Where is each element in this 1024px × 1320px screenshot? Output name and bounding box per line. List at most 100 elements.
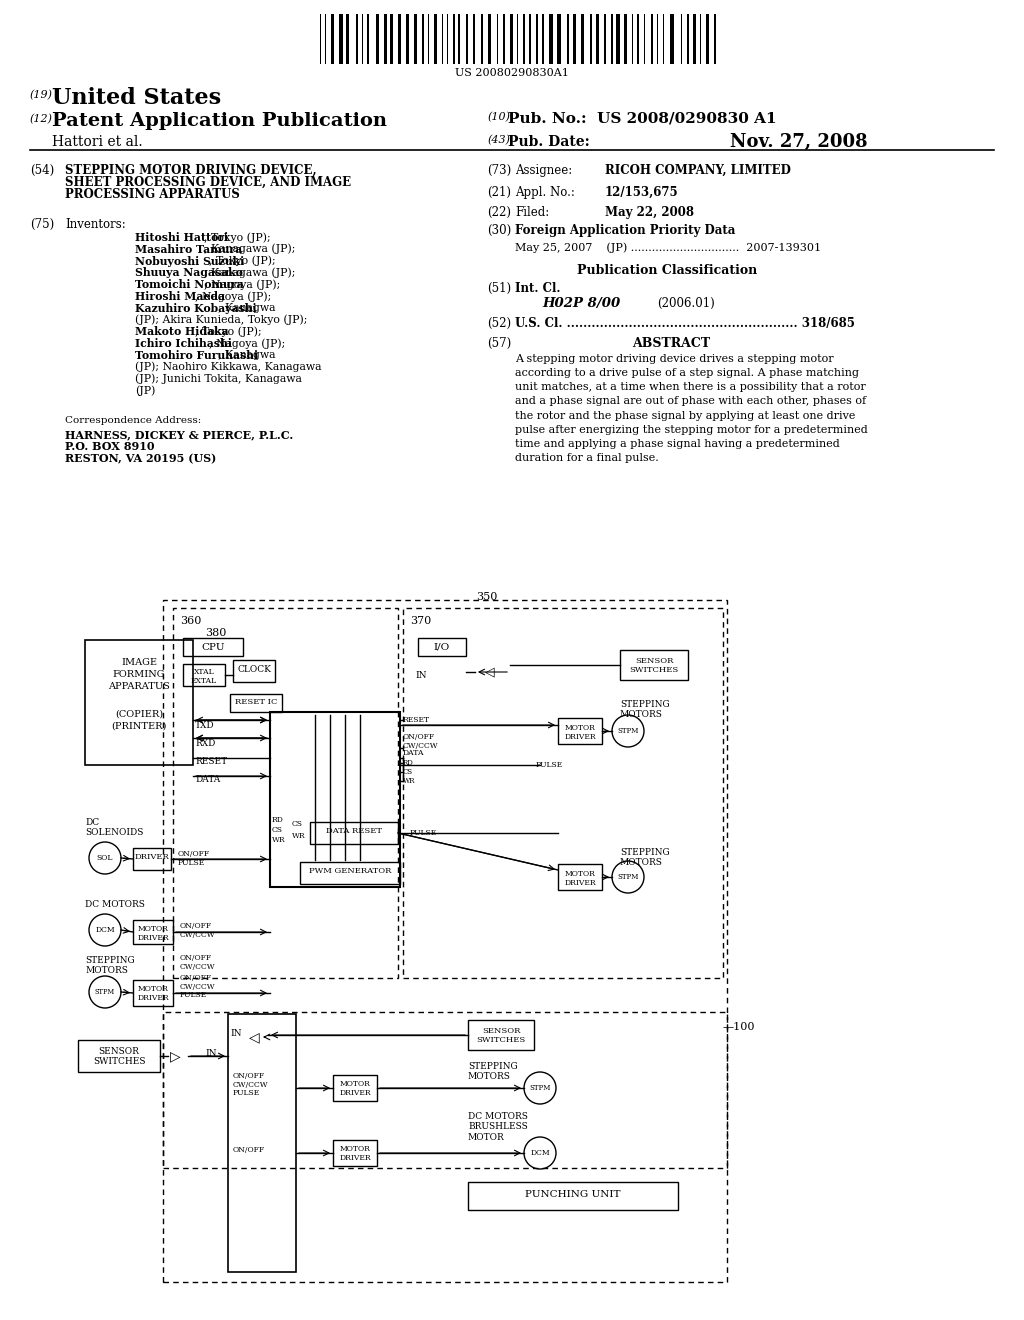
Text: RD: RD [403,759,414,767]
Text: SENSOR
SWITCHES: SENSOR SWITCHES [93,1047,145,1067]
Text: MOTOR
DRIVER: MOTOR DRIVER [564,723,596,742]
Bar [468,1181,678,1210]
Text: ON/OFF
CW/CCW: ON/OFF CW/CCW [180,954,216,970]
Text: (43): (43) [487,135,510,145]
Text: (73): (73) [487,164,511,177]
Bar [481,15,483,63]
Text: Shuuya Nagasako: Shuuya Nagasako [135,268,243,279]
Text: MOTOR
DRIVER: MOTOR DRIVER [564,870,596,887]
Bar [422,15,424,63]
Bar [590,15,592,63]
Text: ON/OFF
CW/CCW: ON/OFF CW/CCW [180,921,216,939]
Bar [384,15,387,63]
Bar [693,15,696,63]
Bar [406,15,409,63]
Text: CS: CS [403,768,413,776]
Text: DCM: DCM [530,1148,550,1158]
Text: , Kanagawa (JP);: , Kanagawa (JP); [204,244,295,255]
Text: STEPPING
MOTORS: STEPPING MOTORS [468,1063,518,1081]
Text: STPM: STPM [617,727,639,735]
Text: Appl. No.:: Appl. No.: [515,186,574,199]
Bar [604,15,606,63]
Text: CS: CS [292,820,303,828]
Bar [624,15,627,63]
Text: Hitoshi Hattori: Hitoshi Hattori [135,232,228,243]
Bar [300,862,400,884]
Bar [346,15,349,63]
Text: 350: 350 [476,591,498,602]
Text: , Kanagawa (JP);: , Kanagawa (JP); [204,268,295,279]
Bar [468,1020,534,1049]
Bar [418,638,466,656]
Bar [133,920,173,944]
Text: Pub. Date:: Pub. Date: [508,135,590,149]
Bar [270,711,400,887]
Text: WR: WR [292,832,305,840]
Text: PUNCHING UNIT: PUNCHING UNIT [525,1191,621,1199]
Bar [163,1012,727,1282]
Text: , Kanagwa: , Kanagwa [218,350,275,360]
Bar [581,15,584,63]
Text: MOTOR
DRIVER: MOTOR DRIVER [339,1080,371,1097]
Bar [529,15,531,63]
Text: H02P 8/00: H02P 8/00 [542,297,621,310]
Text: (JP); Naohiro Kikkawa, Kanagawa: (JP); Naohiro Kikkawa, Kanagawa [135,362,322,372]
Text: STEPPING
MOTORS: STEPPING MOTORS [85,956,135,975]
Text: (75): (75) [30,218,54,231]
Bar [183,638,243,656]
Text: (54): (54) [30,164,54,177]
Text: DATA: DATA [195,776,220,784]
Text: Int. Cl.: Int. Cl. [515,282,560,294]
Text: Foreign Application Priority Data: Foreign Application Priority Data [515,224,735,238]
Bar [398,15,401,63]
Bar [596,15,599,63]
Bar [706,15,709,63]
Bar [567,15,569,63]
Bar [687,15,689,63]
Bar [558,865,602,890]
Bar [542,15,544,63]
Text: XTAL
EXTAL: XTAL EXTAL [190,668,217,685]
Text: (JP): (JP) [135,385,156,396]
Text: Pub. No.:  US 2008/0290830 A1: Pub. No.: US 2008/0290830 A1 [508,112,776,125]
Text: RICOH COMPANY, LIMITED: RICOH COMPANY, LIMITED [605,164,791,177]
Text: (JP); Junichi Tokita, Kanagawa: (JP); Junichi Tokita, Kanagawa [135,374,302,384]
Text: US 20080290830A1: US 20080290830A1 [455,69,569,78]
Bar [714,15,716,63]
Text: ▷: ▷ [170,1049,180,1063]
Text: (51): (51) [487,282,511,294]
Text: DC
SOLENOIDS: DC SOLENOIDS [85,818,143,837]
Bar [616,15,620,63]
Text: DC MOTORS
BRUSHLESS
MOTOR: DC MOTORS BRUSHLESS MOTOR [468,1111,528,1142]
Text: STPM: STPM [95,987,115,997]
Bar [536,15,538,63]
Bar [333,1140,377,1166]
Text: Patent Application Publication: Patent Application Publication [52,112,387,129]
Bar [390,15,393,63]
Text: RESET: RESET [403,715,430,723]
Text: , Nagoya (JP);: , Nagoya (JP); [209,338,285,348]
Bar [367,15,369,63]
Bar [173,609,398,978]
Text: Tomohiro Furuhashi: Tomohiro Furuhashi [135,350,258,360]
Text: 12/153,675: 12/153,675 [605,186,679,199]
Text: ABSTRACT: ABSTRACT [632,337,710,350]
Bar [85,640,193,766]
Text: DC MOTORS: DC MOTORS [85,900,144,909]
Text: (JP); Akira Kunieda, Tokyo (JP);: (JP); Akira Kunieda, Tokyo (JP); [135,314,307,325]
Text: DATA RESET: DATA RESET [326,828,382,836]
Text: STPM: STPM [529,1084,551,1092]
Text: SENSOR
SWITCHES: SENSOR SWITCHES [630,657,679,675]
Text: SHEET PROCESSING DEVICE, AND IMAGE: SHEET PROCESSING DEVICE, AND IMAGE [65,176,351,189]
Text: WR: WR [272,836,286,843]
Text: (19): (19) [30,90,53,100]
Bar [183,664,225,686]
Text: 380: 380 [205,628,226,638]
Text: DRIVER: DRIVER [134,853,169,861]
Text: —100: —100 [723,1022,756,1032]
Text: ON/OFF
CW/CCW: ON/OFF CW/CCW [403,733,438,750]
Text: CLOCK: CLOCK [237,665,271,675]
Text: RESTON, VA 20195 (US): RESTON, VA 20195 (US) [65,453,216,465]
Bar [549,15,553,63]
Text: Correspondence Address:: Correspondence Address: [65,416,202,425]
